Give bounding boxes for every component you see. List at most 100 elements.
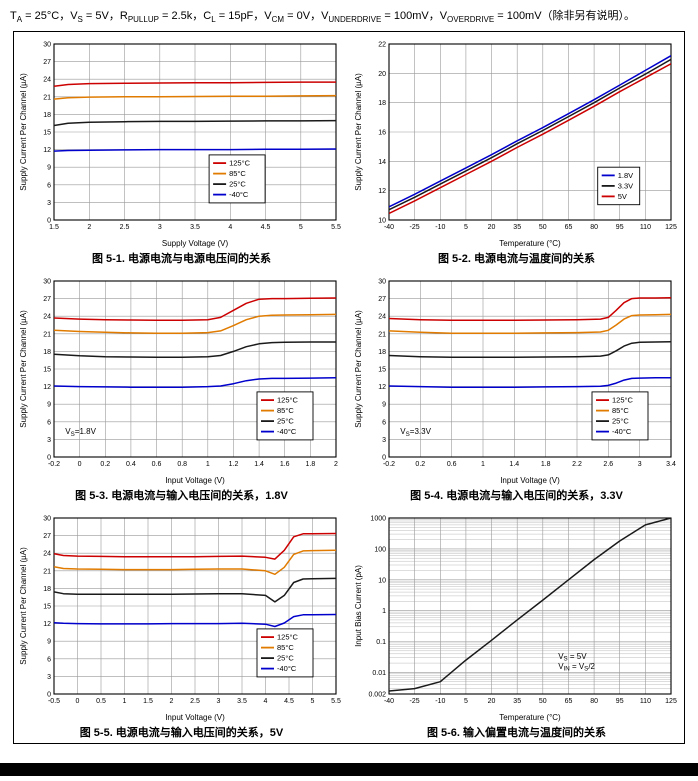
svg-text:35: 35 <box>513 698 521 705</box>
svg-text:3: 3 <box>47 437 51 444</box>
svg-text:5: 5 <box>310 698 314 705</box>
chart-caption-5-5: 图 5-5. 电源电流与输入电压间的关系，5V <box>79 727 284 740</box>
svg-text:65: 65 <box>564 224 572 231</box>
svg-text:25°C: 25°C <box>229 180 246 189</box>
svg-text:9: 9 <box>382 402 386 409</box>
svg-text:VIN​ = VS​/2: VIN​ = VS​/2 <box>558 662 595 673</box>
svg-text:14: 14 <box>378 159 386 166</box>
svg-text:21: 21 <box>378 331 386 338</box>
chart-cell-5-4: -0.2 0.2 0.6 1 1.4 1.8 2.2 2.6 3 3.4 0 3 6 9 12 15 18 21 2… <box>349 269 684 506</box>
svg-text:0.2: 0.2 <box>415 461 425 468</box>
svg-text:18: 18 <box>43 586 51 593</box>
svg-text:50: 50 <box>538 224 546 231</box>
svg-text:85°C: 85°C <box>612 406 629 415</box>
svg-text:15: 15 <box>43 604 51 611</box>
chart-figure-5-1: 1.5 2 2.5 3 3.5 4 4.5 5 5.5 0 3 6 9 12 15 18 21 24 27 30 125… <box>17 37 347 249</box>
svg-text:3.3V: 3.3V <box>617 182 632 191</box>
svg-text:VS​ = 5V: VS​ = 5V <box>558 652 587 663</box>
svg-text:9: 9 <box>47 165 51 172</box>
svg-text:Temperature (°C): Temperature (°C) <box>499 713 561 722</box>
svg-text:18: 18 <box>378 349 386 356</box>
svg-text:1: 1 <box>122 698 126 705</box>
svg-text:12: 12 <box>378 188 386 195</box>
svg-text:50: 50 <box>538 698 546 705</box>
svg-text:VS​=1.8V: VS​=1.8V <box>65 427 96 438</box>
svg-text:0: 0 <box>382 455 386 462</box>
svg-text:6: 6 <box>47 419 51 426</box>
svg-text:21: 21 <box>43 94 51 101</box>
svg-text:4.5: 4.5 <box>260 224 270 231</box>
svg-text:110: 110 <box>639 224 650 231</box>
svg-text:-25: -25 <box>409 224 419 231</box>
svg-text:85°C: 85°C <box>277 643 294 652</box>
svg-text:15: 15 <box>43 367 51 374</box>
svg-text:0.002: 0.002 <box>368 692 386 699</box>
svg-text:3: 3 <box>47 674 51 681</box>
svg-text:1.8: 1.8 <box>305 461 315 468</box>
svg-text:5: 5 <box>463 698 467 705</box>
svg-text:-25: -25 <box>409 698 419 705</box>
svg-text:5.5: 5.5 <box>331 224 341 231</box>
svg-text:5V: 5V <box>617 192 626 201</box>
svg-text:30: 30 <box>43 42 51 49</box>
datasheet-page: TA = 25°C，VS = 5V，RPULLUP = 2.5k，CL = 15… <box>0 10 698 776</box>
svg-text:27: 27 <box>43 59 51 66</box>
svg-text:3.5: 3.5 <box>237 698 247 705</box>
svg-text:1.2: 1.2 <box>228 461 238 468</box>
svg-text:0.8: 0.8 <box>177 461 187 468</box>
svg-text:27: 27 <box>43 296 51 303</box>
svg-text:-40°C: -40°C <box>277 427 297 436</box>
svg-text:15: 15 <box>378 367 386 374</box>
svg-text:10: 10 <box>378 577 386 584</box>
chart-figure-5-4: -0.2 0.2 0.6 1 1.4 1.8 2.2 2.6 3 3.4 0 3 6 9 12 15 18 21 2… <box>352 274 682 486</box>
svg-text:18: 18 <box>43 112 51 119</box>
svg-text:Supply Voltage (V): Supply Voltage (V) <box>161 239 228 248</box>
svg-text:0: 0 <box>47 692 51 699</box>
svg-text:3: 3 <box>382 437 386 444</box>
svg-text:125°C: 125°C <box>277 633 299 642</box>
svg-text:0: 0 <box>47 455 51 462</box>
svg-text:0.01: 0.01 <box>372 670 386 677</box>
test-conditions: TA = 25°C，VS = 5V，RPULLUP = 2.5k，CL = 15… <box>10 10 636 25</box>
svg-text:Input Voltage (V): Input Voltage (V) <box>500 476 560 485</box>
svg-text:25°C: 25°C <box>277 654 294 663</box>
svg-text:5: 5 <box>298 224 302 231</box>
svg-text:125°C: 125°C <box>277 396 299 405</box>
svg-text:30: 30 <box>43 516 51 523</box>
svg-text:12: 12 <box>43 621 51 628</box>
chart-figure-5-5: -0.5 0 0.5 1 1.5 2 2.5 3 3.5 4 4.5 5 5.5 0 3 6 9 12 15 18 21… <box>17 511 347 723</box>
svg-text:80: 80 <box>590 698 598 705</box>
svg-text:5: 5 <box>463 224 467 231</box>
chart-figure-5-2: -40 -25 -10 5 20 35 50 65 80 95 110 125 10 12 14 16 18 20… <box>352 37 682 249</box>
svg-text:0: 0 <box>77 461 81 468</box>
svg-text:6: 6 <box>382 419 386 426</box>
svg-text:3.4: 3.4 <box>666 461 676 468</box>
svg-text:0: 0 <box>75 698 79 705</box>
svg-text:3: 3 <box>47 200 51 207</box>
svg-text:100: 100 <box>374 547 386 554</box>
svg-text:3: 3 <box>157 224 161 231</box>
svg-text:35: 35 <box>513 224 521 231</box>
svg-text:12: 12 <box>378 384 386 391</box>
svg-text:110: 110 <box>639 698 650 705</box>
chart-caption-5-4: 图 5-4. 电源电流与输入电压间的关系，3.3V <box>410 490 623 503</box>
svg-text:0.2: 0.2 <box>100 461 110 468</box>
svg-text:22: 22 <box>378 42 386 49</box>
svg-text:1: 1 <box>382 608 386 615</box>
svg-text:125: 125 <box>665 224 677 231</box>
svg-text:3: 3 <box>637 461 641 468</box>
svg-text:1: 1 <box>481 461 485 468</box>
svg-text:0.6: 0.6 <box>151 461 161 468</box>
svg-text:18: 18 <box>378 100 386 107</box>
svg-text:Input Voltage (V): Input Voltage (V) <box>165 476 225 485</box>
svg-text:1.8V: 1.8V <box>617 171 632 180</box>
svg-text:1.5: 1.5 <box>49 224 59 231</box>
svg-text:9: 9 <box>47 402 51 409</box>
svg-text:6: 6 <box>47 656 51 663</box>
chart-cell-5-6: -40 -25 -10 5 20 35 50 65 80 95 110 125 1000 100 10 1 0.… <box>349 506 684 743</box>
svg-text:2.5: 2.5 <box>190 698 200 705</box>
svg-text:-40°C: -40°C <box>612 427 632 436</box>
chart-cell-5-3: -0.2 0 0.2 0.4 0.6 0.8 1 1.2 1.4 1.6 1.8 2 0 3 6 9 12 15 1… <box>14 269 349 506</box>
svg-text:Supply Current Per Channel (µA: Supply Current Per Channel (µA) <box>354 310 363 428</box>
svg-text:1.4: 1.4 <box>254 461 264 468</box>
